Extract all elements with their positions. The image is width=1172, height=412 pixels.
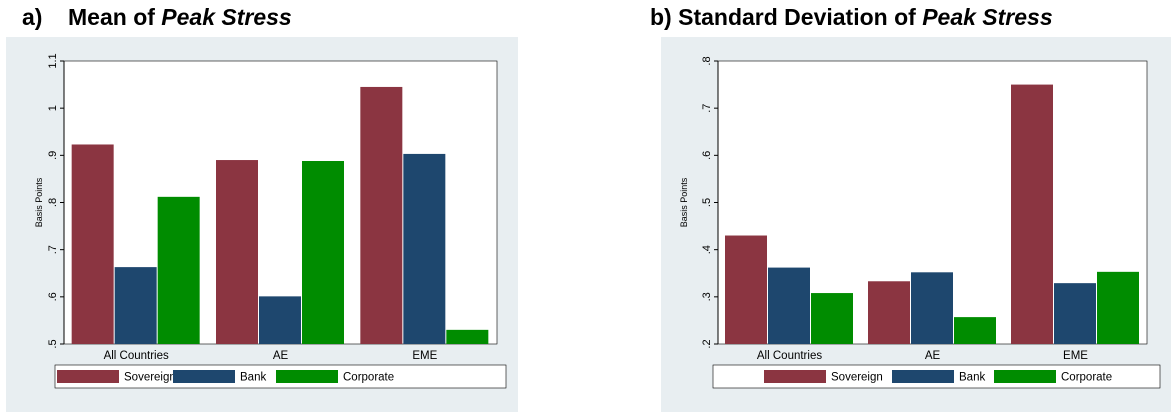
chart-a-ytick-label: 1 bbox=[47, 105, 59, 111]
panel-b-title-italic: Peak Stress bbox=[922, 4, 1053, 30]
chart-a-ytick-label: .9 bbox=[47, 151, 59, 160]
chart-a-legend-swatch-corporate bbox=[276, 370, 338, 383]
chart-a-bar-sovereign-1 bbox=[216, 160, 258, 344]
chart-a-category-label: EME bbox=[412, 350, 437, 362]
chart-a-legend-label-sovereign: Sovereign bbox=[124, 372, 176, 384]
chart-b-ytick-label: .8 bbox=[701, 56, 713, 65]
chart-b-ytick-label: .3 bbox=[701, 292, 713, 301]
chart-a-bar-bank-0 bbox=[114, 267, 157, 344]
chart-b-bar-bank-1 bbox=[911, 272, 953, 344]
chart-b-ytick-label: .4 bbox=[701, 245, 713, 254]
chart-b-legend-swatch-corporate bbox=[994, 370, 1056, 383]
panel-b-letter: b) bbox=[650, 4, 672, 30]
chart-b: .2 .3 .4 .5 .6 .7 .8 Basis Points All Countries A… bbox=[679, 56, 1161, 389]
chart-a-ytick-label: .5 bbox=[47, 339, 59, 348]
chart-b-bar-bank-0 bbox=[768, 267, 810, 344]
chart-a-bar-bank-1 bbox=[259, 296, 301, 344]
chart-a-category-label: AE bbox=[273, 350, 289, 362]
chart-a-ytick-label: .8 bbox=[47, 198, 59, 207]
chart-a-legend-swatch-sovereign bbox=[57, 370, 119, 383]
chart-b-ytick-label: .6 bbox=[701, 151, 713, 160]
chart-b-bar-sovereign-2 bbox=[1011, 84, 1053, 345]
panel-a-title-prefix: Mean of bbox=[68, 4, 162, 30]
chart-b-category-label: EME bbox=[1063, 350, 1088, 362]
chart-b-legend-swatch-sovereign bbox=[764, 370, 826, 383]
chart-b-ylabel: Basis Points bbox=[679, 177, 689, 227]
chart-b-legend-label-sovereign: Sovereign bbox=[831, 372, 883, 384]
chart-a-bar-bank-2 bbox=[403, 153, 446, 344]
chart-b-bar-corporate-1 bbox=[954, 317, 996, 344]
chart-a-bar-corporate-1 bbox=[302, 160, 344, 344]
panel-a-letter: a) bbox=[22, 4, 43, 30]
chart-b-legend-label-bank: Bank bbox=[959, 372, 985, 384]
chart-a-ylabel: Basis Points bbox=[34, 177, 44, 227]
chart-a-ytick-label: .6 bbox=[47, 292, 59, 301]
chart-b-ytick-label: .7 bbox=[701, 104, 713, 113]
chart-b-bar-sovereign-1 bbox=[868, 281, 910, 344]
chart-a-ytick-label: 1.1 bbox=[47, 53, 59, 68]
chart-b-legend-swatch-bank bbox=[892, 370, 954, 383]
chart-a-legend-swatch-bank bbox=[173, 370, 235, 383]
chart-a-bar-sovereign-0 bbox=[71, 144, 114, 344]
chart-b-legend-label-corporate: Corporate bbox=[1061, 372, 1112, 384]
chart-a-bar-sovereign-2 bbox=[360, 86, 403, 345]
panel-b-title: b) Standard Deviation of Peak Stress bbox=[650, 4, 1053, 31]
chart-b-ytick-label: .5 bbox=[701, 198, 713, 207]
chart-b-bar-sovereign-0 bbox=[725, 235, 767, 344]
chart-b-bar-bank-2 bbox=[1054, 283, 1096, 344]
chart-a-legend-label-bank: Bank bbox=[240, 372, 266, 384]
chart-a-category-label: All Countries bbox=[104, 350, 169, 362]
panel-a-title-italic: Peak Stress bbox=[161, 4, 292, 30]
chart-b-category-label: All Countries bbox=[757, 350, 822, 362]
chart-b-bar-corporate-0 bbox=[811, 293, 853, 344]
chart-a-ytick-label: .7 bbox=[47, 245, 59, 254]
chart-a: .5 .6 .7 .8 .9 1 1.1 Basis Points All Countries A… bbox=[34, 53, 507, 389]
chart-a-bar-corporate-2 bbox=[446, 329, 489, 344]
panel-b-title-prefix: Standard Deviation of bbox=[678, 4, 923, 30]
chart-a-legend-label-corporate: Corporate bbox=[343, 372, 394, 384]
chart-b-category-label: AE bbox=[925, 350, 941, 362]
chart-a-bar-corporate-0 bbox=[157, 196, 200, 344]
panel-a-title: a) Mean of Peak Stress bbox=[22, 4, 292, 31]
chart-b-bar-corporate-2 bbox=[1097, 271, 1139, 344]
chart-b-ytick-label: .2 bbox=[701, 339, 713, 348]
